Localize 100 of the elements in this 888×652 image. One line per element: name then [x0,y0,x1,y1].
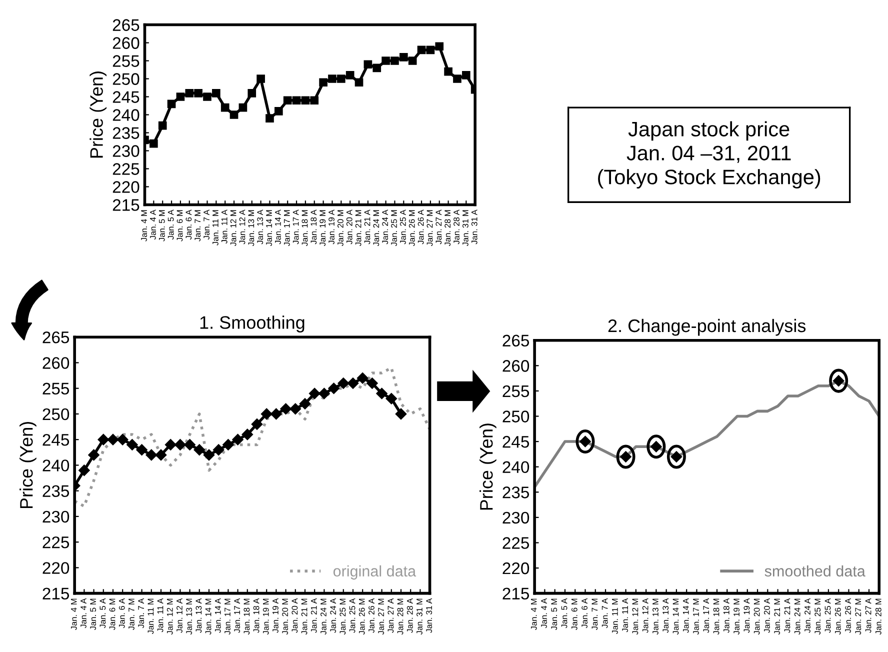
x-tick-label: Jan. 5 M [159,210,165,242]
x-tick-label: Jan. 25 A [400,210,406,244]
y-tick-label: 225 [502,537,530,549]
point [280,403,292,414]
x-tick-label: Jan. 12 A [239,210,246,244]
x-tick-label: Jan. 17 A [703,598,710,633]
point [576,430,595,454]
y-tick-label: 265 [112,19,140,31]
y-tick-label: 225 [42,536,70,548]
x-tick-label: Jan. 20 M [337,210,344,246]
point [417,46,426,54]
point [88,449,100,461]
point [222,439,234,450]
x-tick-label: Jan. 31 A [471,210,478,244]
y-tick-label: 260 [502,360,530,372]
x-tick-label: Jan. 27 M [426,210,433,246]
y-tick-label: 230 [42,510,70,523]
x-tick-label: Jan. 5 M [551,598,558,630]
point [435,42,444,51]
point [98,434,109,446]
x-tick-label: Jan. 4 A [541,598,547,628]
x-tick-label: Jan. 24 M [794,598,800,635]
x-tick-label: Jan. 6 M [109,598,116,630]
x-tick-label: Jan. 4 A [150,210,156,240]
x-tick-label: Jan. 12 M [166,598,173,635]
point [185,88,194,98]
x-tick-label: Jan. 19 M [320,210,326,246]
y-tick-label: 230 [502,512,530,524]
x-tick-label: Jan. 28 M [444,210,451,246]
x-tick-label: Jan. 17 A [234,598,240,633]
x-tick-label: Jan. 14 A [683,598,689,633]
point [308,388,320,400]
y-tick-label: 250 [112,73,140,85]
x-tick-label: Jan. 18 M [302,210,308,246]
x-tick-label: Jan. 7 A [138,598,144,628]
x-tick-label: Jan. 7 M [592,598,598,630]
x-tick-label: Jan. 31 M [462,210,468,246]
x-tick-label: Jan. 6 A [582,598,588,628]
point [318,388,330,400]
x-tick-label: Jan. 4 A [80,598,86,628]
point [220,103,230,112]
chart-title: 1. Smoothing [200,316,304,332]
x-tick-label: Jan. 19 A [328,210,334,244]
point [382,56,390,65]
x-tick-label: Jan. 25 A [824,598,831,633]
x-tick-label: Jan. 24 M [373,210,380,246]
point [616,444,636,469]
x-tick-label: Jan. 21 A [310,598,317,633]
point [328,74,336,83]
x-tick-label: Jan. 13 A [257,210,264,244]
point [376,388,388,400]
y-tick-label: 235 [42,485,70,498]
point [336,74,346,83]
y-tick-label: 235 [112,127,140,139]
x-tick-label: Jan. 17 M [224,598,230,635]
x-tick-label: Jan. 24 M [320,598,326,635]
line-series [74,366,430,508]
y-tick-label: 240 [112,109,140,121]
point [364,60,372,69]
point [212,88,220,98]
x-tick-label: Jan. 6 A [186,210,192,240]
x-tick-label: Jan. 5 A [100,598,106,628]
x-tick-label: Jan. 27 M [855,598,862,635]
x-tick-label: Jan. 19 A [272,598,278,633]
x-tick-label: Jan. 14 M [205,598,212,635]
x-tick-label: Jan. 28 M [397,598,404,635]
point [399,53,408,62]
x-tick-label: Jan. 12 M [632,598,638,635]
point [310,96,319,105]
x-tick-label: Jan. 17 M [693,598,699,635]
x-tick-label: Jan. 18 M [713,598,720,635]
y-tick-label: 245 [502,436,530,448]
y-tick-label: 255 [42,382,70,395]
point [212,444,224,456]
y-tick-label: 220 [502,562,530,574]
x-tick-label: Jan. 14 M [266,210,272,246]
x-tick-label: Jan. 28 A [454,210,460,244]
legend-label: smoothed data [764,565,866,577]
y-tick-label: 215 [42,588,70,600]
x-tick-label: Jan. 13 M [652,598,658,635]
x-tick-label: Jan. 7 A [602,598,608,628]
y-axis-title: Price (Yen) [480,424,496,510]
x-tick-label: Jan. 18 A [253,598,260,633]
x-tick-label: Jan. 11 M [612,598,618,634]
y-tick-label: 230 [112,145,140,157]
point [167,100,176,108]
point [283,96,292,105]
point [251,418,263,430]
x-tick-label: Jan. 31 M [416,598,422,635]
point [346,70,354,80]
x-tick-label: Jan. 7 M [194,210,201,242]
x-tick-label: Jan. 4 M [141,210,147,242]
y-tick-label: 245 [112,91,140,103]
point [274,106,283,116]
point [242,428,253,440]
x-tick-label: Jan. 25 M [814,598,821,635]
point [116,434,128,446]
y-tick-label: 245 [42,434,70,446]
x-tick-label: Jan. 26 M [408,210,415,246]
x-tick-label: Jan. 20 M [282,598,288,635]
